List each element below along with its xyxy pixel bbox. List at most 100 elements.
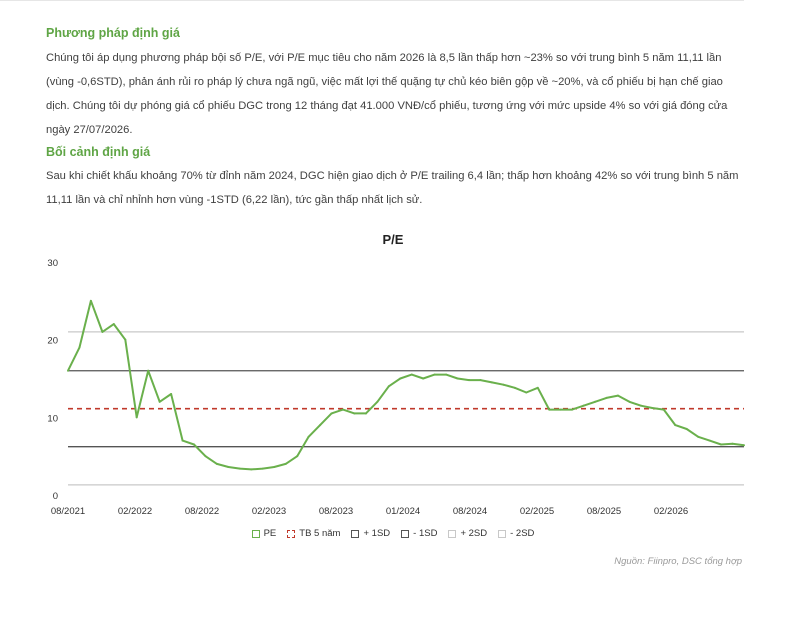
- pe-data-point: [399, 377, 402, 380]
- y-tick-label: 30: [47, 258, 58, 269]
- x-tick-label: 01/2024: [386, 506, 420, 517]
- pe-data-point: [364, 412, 367, 415]
- top-divider: [0, 0, 744, 1]
- pe-data-point: [525, 391, 528, 394]
- pe-data-point: [307, 435, 310, 438]
- x-tick-label: 02/2023: [252, 506, 286, 517]
- x-tick-label: 02/2025: [520, 506, 554, 517]
- pe-data-point: [238, 467, 241, 470]
- pe-data-point: [720, 443, 723, 446]
- pe-data-point: [662, 408, 665, 411]
- pe-data-point: [559, 408, 562, 411]
- legend-item: + 1SD: [351, 528, 390, 539]
- pe-data-point: [628, 400, 631, 403]
- legend-swatch: [401, 529, 410, 538]
- y-tick-label: 20: [47, 336, 58, 347]
- pe-data-point: [227, 466, 230, 469]
- pe-data-point: [708, 439, 711, 442]
- pe-data-point: [67, 369, 69, 372]
- y-tick-label: 10: [47, 413, 58, 424]
- pe-data-point: [89, 299, 92, 302]
- pe-data-point: [147, 369, 150, 372]
- legend-swatch: [498, 529, 507, 538]
- legend-swatch: [351, 529, 360, 538]
- pe-data-point: [284, 462, 287, 465]
- pe-data-point: [468, 379, 471, 382]
- legend-item: - 1SD: [401, 528, 437, 539]
- pe-data-point: [181, 439, 184, 442]
- x-tick-label: 08/2023: [319, 506, 353, 517]
- legend-item: PE: [251, 528, 277, 539]
- legend-label: - 2SD: [510, 528, 535, 539]
- pe-data-point: [112, 323, 115, 326]
- pe-data-point: [743, 444, 745, 447]
- legend-item: + 2SD: [448, 528, 487, 539]
- legend-item: TB 5 năm: [287, 528, 340, 539]
- pe-data-point: [330, 412, 333, 415]
- pe-data-point: [158, 400, 161, 403]
- pe-data-point: [215, 462, 218, 465]
- pe-data-point: [170, 393, 173, 396]
- pe-data-point: [605, 396, 608, 399]
- legend-swatch: [251, 529, 260, 538]
- pe-data-point: [319, 424, 322, 427]
- pe-data-point: [479, 379, 482, 382]
- pe-data-point: [582, 404, 585, 407]
- pe-data-point: [697, 435, 700, 438]
- legend-label: + 2SD: [460, 528, 488, 539]
- pe-data-point: [731, 442, 734, 445]
- legend-label: TB 5 năm: [299, 528, 341, 539]
- valuation-method-paragraph: Chúng tôi áp dụng phương pháp bội số P/E…: [46, 52, 728, 136]
- pe-data-point: [616, 394, 619, 397]
- section-heading-valuation-context: Bối cảnh định giá: [46, 145, 151, 159]
- pe-data-point: [376, 400, 379, 403]
- pe-data-point: [571, 408, 574, 411]
- legend-label: PE: [263, 528, 277, 539]
- pe-data-point: [422, 377, 425, 380]
- pe-data-point: [502, 383, 505, 386]
- pe-data-point: [124, 338, 127, 341]
- pe-data-point: [536, 386, 539, 389]
- pe-data-point: [296, 455, 299, 458]
- pe-data-point: [193, 443, 196, 446]
- pe-data-point: [639, 404, 642, 407]
- pe-data-point: [674, 424, 677, 427]
- legend-swatch: [287, 529, 296, 538]
- pe-data-point: [204, 455, 207, 458]
- pe-data-point: [135, 416, 138, 419]
- legend-label: - 1SD: [413, 528, 438, 539]
- pe-data-point: [513, 386, 516, 389]
- pe-data-point: [456, 377, 459, 380]
- legend-swatch: [448, 529, 457, 538]
- pe-data-point: [101, 330, 104, 333]
- x-tick-label: 02/2022: [118, 506, 152, 517]
- pe-data-point: [341, 408, 344, 411]
- x-tick-label: 08/2024: [453, 506, 487, 517]
- pe-data-point: [261, 467, 264, 470]
- x-tick-label: 02/2026: [654, 506, 688, 517]
- pe-data-point: [685, 427, 688, 430]
- x-tick-label: 08/2022: [185, 506, 219, 517]
- y-tick-label: 0: [53, 491, 58, 502]
- x-tick-label: 08/2021: [51, 506, 85, 517]
- pe-data-point: [78, 346, 81, 349]
- pe-data-point: [490, 381, 493, 384]
- chart-legend: PE TB 5 năm + 1SD - 1SD + 2SD - 2SD: [0, 528, 786, 539]
- valuation-context-paragraph: Sau khi chiết khấu khoảng 70% từ đỉnh nă…: [46, 170, 739, 206]
- chart-title: P/E: [382, 232, 404, 247]
- legend-item: - 2SD: [498, 528, 534, 539]
- pe-data-point: [410, 373, 413, 376]
- pe-data-point: [651, 407, 654, 410]
- pe-data-point: [433, 373, 436, 376]
- pe-data-point: [594, 400, 597, 403]
- pe-data-point: [387, 385, 390, 388]
- pe-data-point: [548, 408, 551, 411]
- pe-data-point: [445, 373, 448, 376]
- pe-data-point: [353, 412, 356, 415]
- pe-data-point: [273, 466, 276, 469]
- section-heading-valuation-method: Phương pháp định giá: [46, 26, 180, 40]
- source-note: Nguồn: Fiinpro, DSC tổng hợp: [614, 556, 742, 567]
- legend-label: + 1SD: [363, 528, 391, 539]
- pe-data-point: [250, 468, 253, 471]
